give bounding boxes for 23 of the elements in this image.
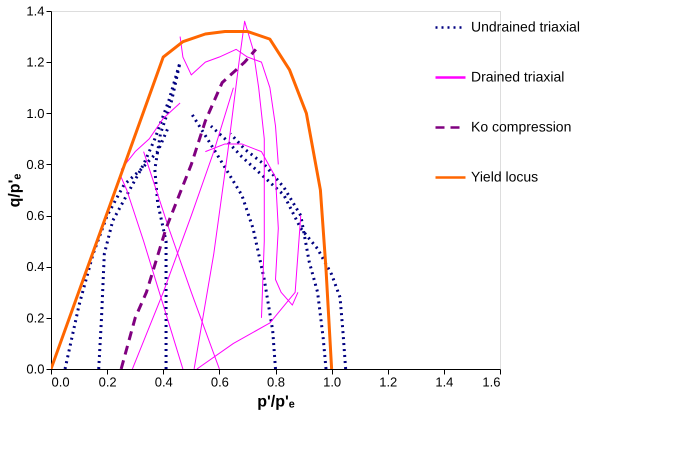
x-tick-label: 0.6 <box>210 374 229 390</box>
legend-label: Ko compression <box>471 118 572 134</box>
legend-label: Undrained triaxial <box>471 18 580 34</box>
x-tick-label: 1.4 <box>435 374 454 390</box>
y-axis-title: q/p'ₑ <box>6 174 24 208</box>
y-tick-label: 0.4 <box>26 259 44 274</box>
x-tick-label: 1.0 <box>323 374 342 390</box>
x-tick-label: 0.4 <box>154 374 173 390</box>
x-tick-label: 1.6 <box>482 374 500 390</box>
y-tick-label: 0.0 <box>26 362 44 376</box>
x-tick-label: 0.8 <box>266 374 286 390</box>
y-tick-label: 0.6 <box>26 208 44 224</box>
legend-label: Yield locus <box>471 168 538 184</box>
x-tick-label: 1.2 <box>379 374 398 390</box>
legend-label: Drained triaxial <box>471 68 564 84</box>
y-tick-label: 1.2 <box>26 54 44 70</box>
x-axis-title: p'/p'ₑ <box>257 394 295 410</box>
y-tick-label: 0.2 <box>26 310 44 326</box>
x-tick-label: 0.2 <box>98 374 117 390</box>
y-tick-label: 1.0 <box>26 106 44 121</box>
y-tick-label: 0.8 <box>26 156 44 172</box>
x-tick-label: 0.0 <box>52 374 70 390</box>
y-tick-label: 1.4 <box>26 4 44 18</box>
